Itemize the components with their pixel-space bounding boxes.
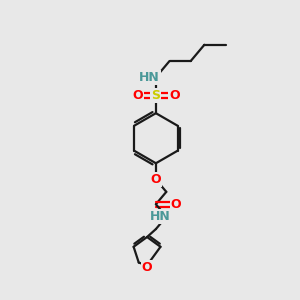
Text: O: O: [171, 198, 181, 211]
Text: S: S: [152, 89, 160, 102]
Text: O: O: [169, 89, 180, 102]
Text: HN: HN: [149, 210, 170, 223]
Text: O: O: [151, 173, 161, 186]
Text: HN: HN: [139, 71, 160, 84]
Text: O: O: [142, 261, 152, 274]
Text: O: O: [132, 89, 143, 102]
